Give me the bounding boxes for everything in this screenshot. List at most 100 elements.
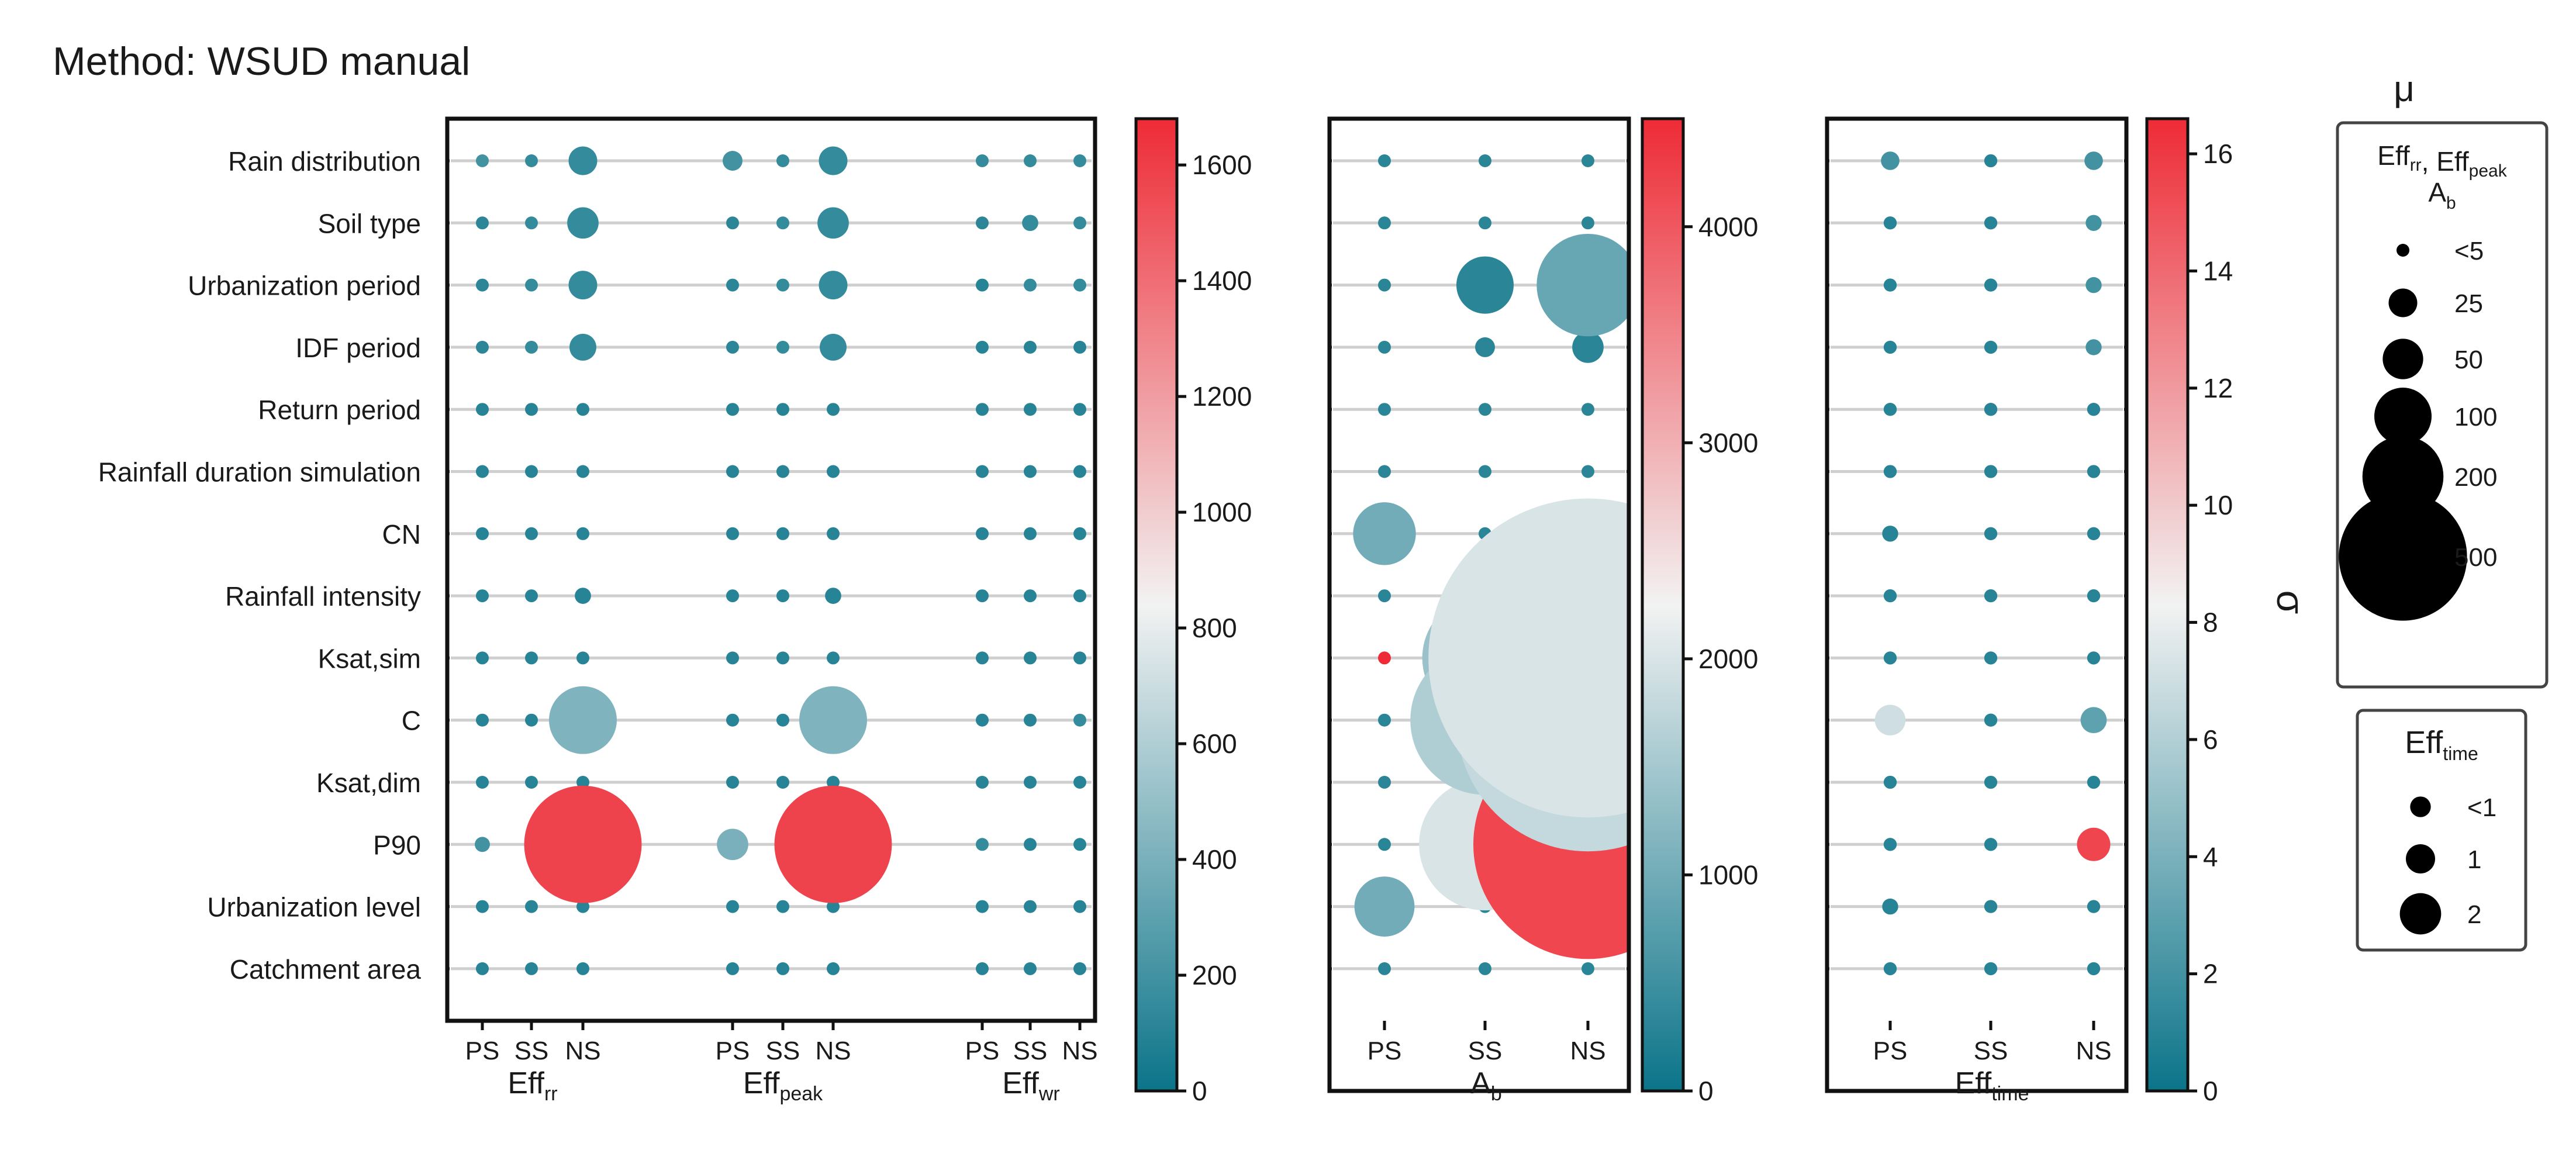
bubble	[1882, 898, 1898, 915]
bubble	[1378, 403, 1391, 416]
bubble	[525, 651, 538, 665]
factor-label: IDF period	[295, 333, 421, 363]
legend-bubble	[2374, 388, 2432, 445]
bubble	[1378, 962, 1391, 975]
bubble	[827, 962, 840, 975]
bubble	[776, 154, 789, 167]
bubble	[476, 589, 489, 603]
colorbar-2: 0 1000 2000 3000 4000	[1641, 117, 1758, 1106]
bubble	[475, 837, 490, 852]
bubble	[2077, 827, 2111, 861]
bubble	[476, 962, 489, 975]
bubble	[2087, 962, 2101, 976]
legend-title: μ	[2394, 69, 2415, 109]
bubble	[2084, 151, 2103, 170]
bubble	[1378, 651, 1391, 665]
bubble	[1024, 278, 1037, 292]
bubble	[827, 776, 840, 789]
bubble	[1984, 154, 1998, 168]
colorbar-tick-label: 0	[1698, 1076, 1714, 1106]
legend-label: 25	[2454, 289, 2483, 318]
legend-bubble	[2388, 288, 2418, 317]
x-tick-label: SS	[1468, 1037, 1503, 1065]
legend-bubble	[2397, 244, 2409, 257]
bubble	[525, 278, 538, 292]
colorbar-tick-label: 14	[2203, 255, 2233, 286]
colorbar-tick-label: 1000	[1192, 497, 1252, 527]
bubble	[1984, 465, 1998, 478]
bubble	[525, 154, 538, 167]
bubble	[1581, 962, 1594, 975]
bubble	[476, 340, 489, 354]
bubble	[817, 207, 849, 239]
bubble	[525, 589, 538, 603]
bubble	[1024, 465, 1037, 478]
bubble	[776, 527, 789, 540]
bubble	[776, 216, 789, 230]
bubble	[525, 340, 538, 354]
bubble	[1984, 403, 1998, 416]
panel-3: PS SS NS Efftime	[1825, 116, 2129, 1105]
bubble	[1984, 651, 1998, 665]
sigma-axis-label: σ	[2269, 590, 2312, 614]
bubble	[1475, 337, 1495, 357]
bubble	[1073, 403, 1086, 416]
bubble	[726, 589, 739, 603]
bubble	[2087, 900, 2101, 913]
bubble	[1881, 151, 1900, 170]
bubble	[2087, 403, 2101, 416]
bubble	[774, 785, 892, 903]
bubble	[717, 828, 748, 861]
bubble	[476, 216, 489, 230]
bubble	[1581, 403, 1594, 416]
bubble	[726, 403, 739, 416]
x-tick-label: SS	[766, 1037, 800, 1065]
bubble	[2085, 277, 2102, 293]
panel-2: PS SS NS Ab	[1327, 116, 1631, 1105]
bubble	[1883, 403, 1897, 416]
x-tick-label: PS	[465, 1037, 500, 1065]
bubble	[525, 962, 538, 975]
factor-label: Rainfall intensity	[225, 581, 421, 612]
bubble	[776, 962, 789, 975]
colorbar-tick-label: 1000	[1698, 859, 1758, 890]
bubble	[976, 962, 989, 975]
colorbar-tick-label: 10	[2203, 490, 2233, 520]
bubble	[776, 651, 789, 665]
colorbar-1-ramp	[1134, 117, 1179, 1093]
bubble	[1883, 651, 1897, 665]
bubble	[819, 146, 848, 175]
bubble	[726, 216, 739, 230]
bubble	[1022, 215, 1038, 232]
bubble	[1073, 651, 1086, 665]
bubble	[1073, 278, 1086, 292]
bubble	[1883, 589, 1897, 603]
colorbar-tick-label: 400	[1192, 844, 1237, 875]
x-tick-label: SS	[1013, 1037, 1048, 1065]
bubble	[1882, 526, 1898, 542]
legend-label: 50	[2454, 346, 2483, 374]
bubble	[776, 403, 789, 416]
colorbar-tick-label: 1400	[1192, 265, 1252, 296]
bubble	[1984, 278, 1998, 292]
bubble	[976, 216, 989, 230]
bubble	[2085, 215, 2102, 231]
x-tick-label: PS	[965, 1037, 1000, 1065]
factor-label: P90	[373, 830, 421, 860]
bubble	[1378, 776, 1391, 789]
bubble	[1024, 962, 1037, 975]
colorbar-3-ramp	[2145, 117, 2190, 1093]
legend-box-2	[2356, 709, 2527, 952]
x-group-label: Effrr	[507, 1066, 557, 1105]
x-tick-label: SS	[514, 1037, 549, 1065]
legend-label: 100	[2454, 403, 2497, 431]
bubble	[1456, 256, 1514, 314]
bubble	[820, 333, 847, 361]
colorbar-tick-label: 3000	[1698, 427, 1758, 458]
bubble	[525, 465, 538, 478]
legend-heading-3: Efftime	[2405, 725, 2478, 764]
bubble	[1984, 962, 1998, 976]
bubble	[1378, 278, 1391, 292]
